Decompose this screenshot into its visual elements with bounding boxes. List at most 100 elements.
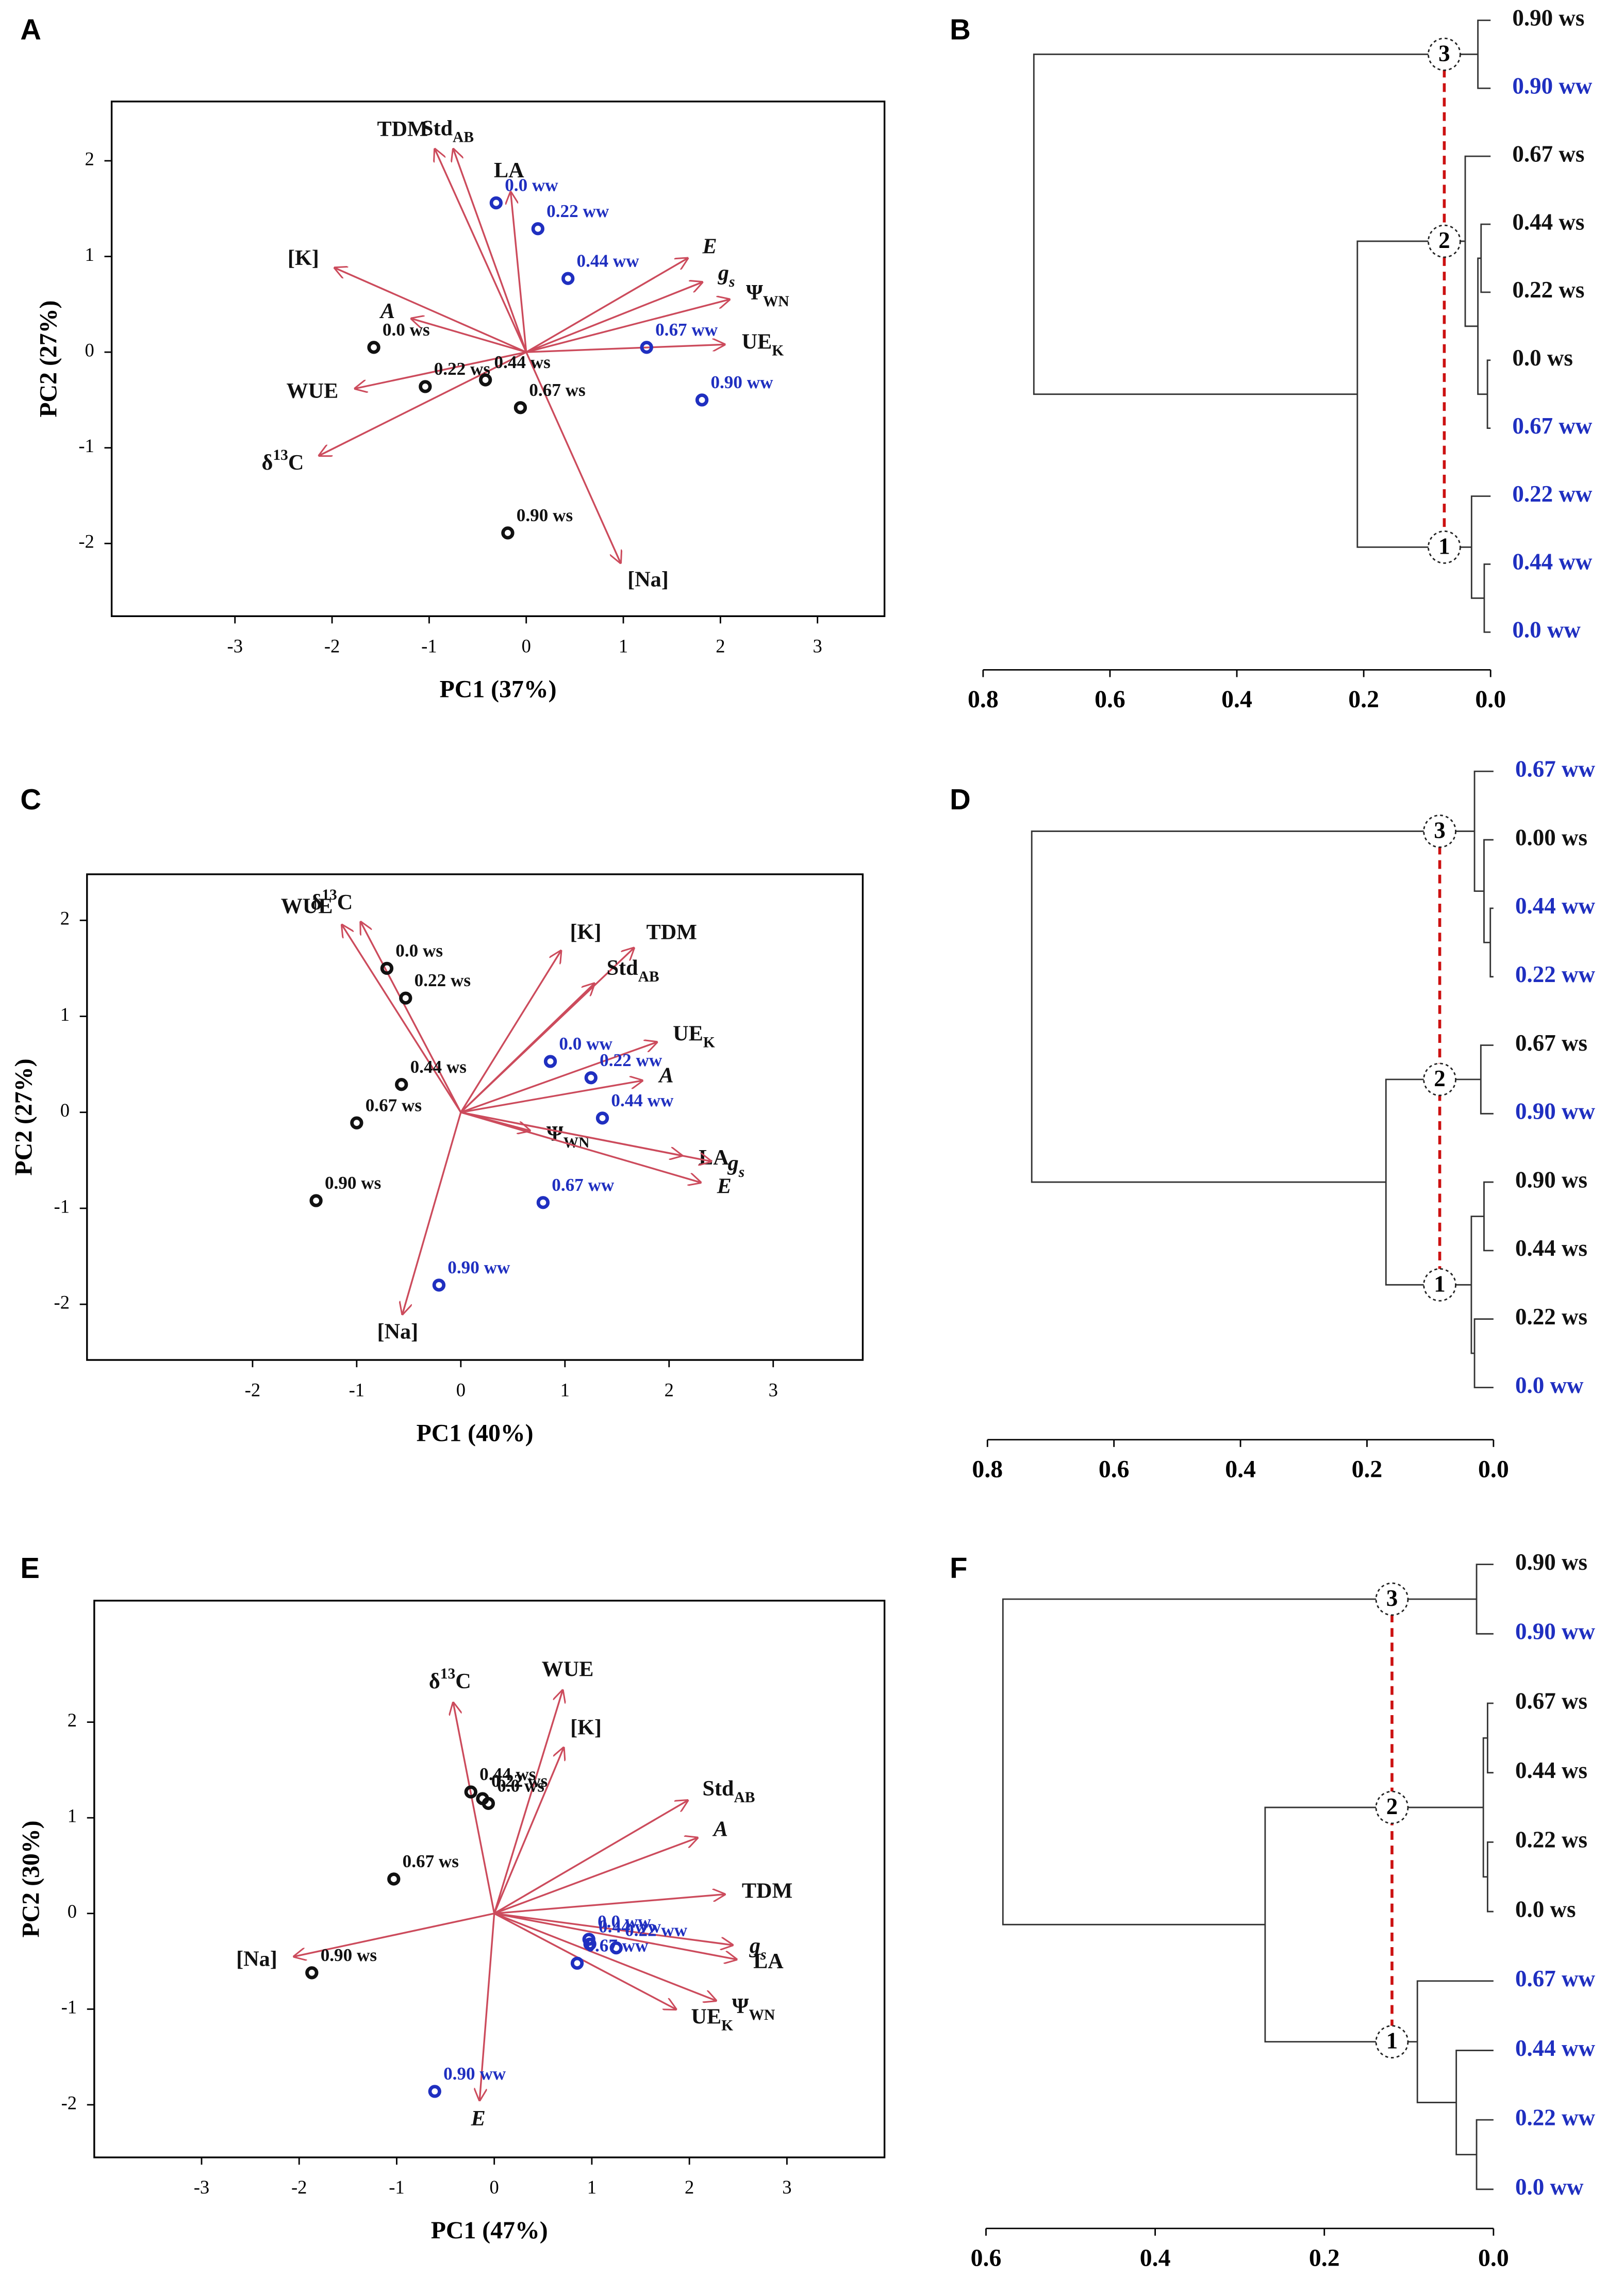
loading-arrow (511, 192, 527, 353)
point-label: 0.0 ws (383, 320, 430, 340)
y-tick-label: 2 (85, 148, 94, 169)
dendrogram-link (1031, 830, 1475, 1183)
loading-arrow (320, 351, 527, 455)
x-tick-label: -1 (421, 636, 437, 657)
loading-arrow (294, 1913, 495, 1957)
label-part: UE (691, 2004, 722, 2029)
x-tick-label: -3 (194, 2177, 209, 2198)
dendrogram-link (1473, 1318, 1494, 1388)
dendrogram-link (1416, 1980, 1494, 2103)
score-point (536, 1196, 550, 1209)
x-tick-label: 0 (456, 1379, 466, 1400)
leaf-label: 0.44 ww (1515, 2035, 1595, 2061)
x-tick-label: 3 (813, 636, 822, 657)
panel-letter: E (20, 1552, 40, 1584)
point-label: 0.90 ww (710, 372, 773, 392)
cluster-marker (1428, 224, 1461, 258)
label-part: E (702, 234, 717, 258)
label-part: C (455, 1669, 471, 1693)
leaf-label: 0.22 ww (1515, 961, 1595, 987)
loading-label: UEK (673, 1021, 715, 1051)
label-part: [K] (288, 246, 319, 270)
leaf-label: 0.90 ws (1515, 1167, 1587, 1192)
label-part: WN (749, 2007, 775, 2023)
score-point (309, 1194, 323, 1207)
y-tick-label: -2 (61, 2092, 77, 2113)
label-part: δ (429, 1669, 440, 1693)
score-point (387, 1872, 401, 1886)
label-part: s (760, 1947, 767, 1963)
dendrogram-link (1470, 1216, 1484, 1354)
point-label: 0.0 ww (598, 1912, 651, 1932)
label-part: K (721, 2017, 733, 2034)
point-label: 0.0 ww (559, 1034, 612, 1054)
y-tick-label: -1 (54, 1195, 70, 1217)
label-part: [K] (570, 1715, 602, 1739)
point-label: 0.90 ww (443, 2064, 506, 2084)
x-axis-label: PC1 (37%) (440, 676, 557, 703)
leaf-label: 0.67 ww (1512, 413, 1592, 439)
panel-letter: C (20, 783, 41, 816)
panel-letter: B (950, 13, 971, 46)
label-part: LA (753, 1949, 784, 1973)
point-label: 0.67 ww (586, 1935, 649, 1955)
cluster-label: 3 (1386, 1585, 1398, 1611)
score-point (367, 341, 380, 354)
point-label: 0.67 ww (552, 1175, 615, 1195)
dendrogram-link (1477, 257, 1488, 395)
label-part: [Na] (377, 1319, 419, 1343)
loading-arrow (435, 149, 527, 353)
point-label: 0.0 ws (395, 941, 443, 961)
dendrogram-link (1033, 53, 1478, 395)
loading-label: gs (718, 261, 735, 290)
label-part: TDM (647, 920, 697, 944)
loading-arrow (460, 1111, 711, 1161)
dendrogram-link (1356, 240, 1472, 548)
x-tick-label: 0.4 (1221, 686, 1252, 713)
y-tick-label: 0 (68, 1901, 77, 1922)
loading-arrow (526, 344, 724, 353)
loading-arrow (525, 352, 621, 562)
score-point (595, 1111, 609, 1125)
loading-label: WUE (286, 378, 338, 403)
score-point (419, 380, 432, 393)
x-tick-label: 0.0 (1478, 1456, 1509, 1483)
leaf-label: 0.44 ww (1515, 893, 1595, 919)
dendrogram-link (1483, 563, 1491, 633)
point-label: 0.44 ww (577, 251, 640, 271)
cluster-marker (1423, 1268, 1456, 1302)
y-axis-label: PC2 (27%) (10, 1059, 38, 1176)
x-tick-label: 1 (587, 2177, 596, 2198)
loading-label: δ13C (310, 887, 353, 915)
score-point (489, 196, 503, 210)
point-label: 0.90 ws (321, 1945, 377, 1965)
x-tick-label: -2 (324, 636, 340, 657)
cluster-label: 3 (1434, 818, 1446, 843)
point-label: 0.67 ww (655, 320, 718, 340)
label-part: Std (607, 956, 638, 980)
loading-label: UEK (742, 329, 784, 359)
x-tick-label: 2 (685, 2177, 694, 2198)
label-part: A (658, 1063, 674, 1087)
cluster-label: 3 (1438, 40, 1450, 66)
cluster-label: 2 (1386, 1793, 1398, 1819)
loading-label: LA (699, 1145, 729, 1170)
label-part: C (337, 890, 353, 915)
point-label: 0.90 ww (448, 1257, 510, 1277)
loading-label: gs (727, 1151, 745, 1181)
y-tick-label: -1 (78, 435, 94, 456)
label-part: [Na] (627, 567, 669, 591)
x-tick-label: 0.6 (1099, 1456, 1130, 1483)
label-part: K (772, 343, 784, 359)
y-tick-label: 1 (60, 1004, 70, 1025)
point-label: 0.67 ws (529, 380, 585, 400)
loading-label: E (471, 2106, 486, 2131)
leaf-label: 0.90 ws (1515, 1549, 1587, 1575)
x-tick-label: 0.2 (1309, 2245, 1340, 2272)
label-part: g (749, 1934, 760, 1958)
loading-label: StdAB (421, 116, 474, 145)
score-point (609, 1941, 623, 1955)
x-tick-label: -1 (389, 2177, 404, 2198)
loading-label: [Na] (627, 567, 669, 591)
leaf-label: 0.67 ws (1512, 141, 1584, 167)
